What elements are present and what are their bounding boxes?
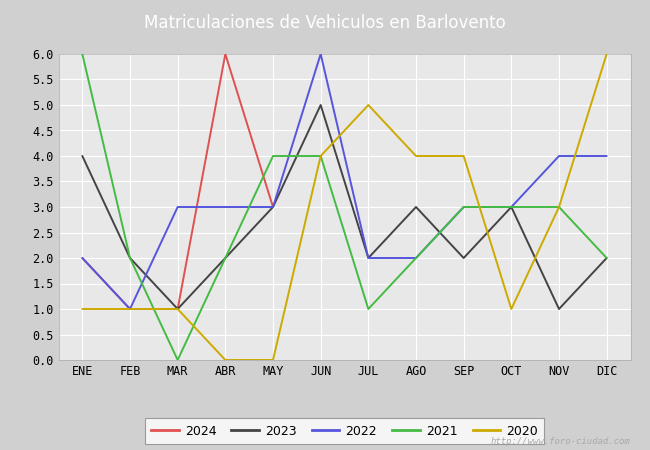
Legend: 2024, 2023, 2022, 2021, 2020: 2024, 2023, 2022, 2021, 2020 (145, 418, 544, 444)
Text: http://www.foro-ciudad.com: http://www.foro-ciudad.com (491, 436, 630, 446)
Text: Matriculaciones de Vehiculos en Barlovento: Matriculaciones de Vehiculos en Barloven… (144, 14, 506, 32)
